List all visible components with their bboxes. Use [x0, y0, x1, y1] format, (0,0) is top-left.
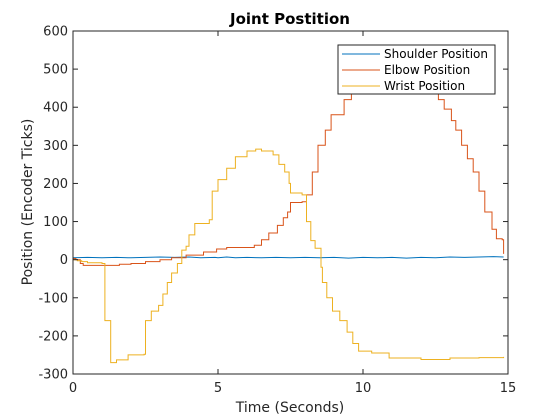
series-line-shoulder-position [72, 256, 504, 259]
y-axis-label: Position (Encoder Ticks) [20, 119, 36, 286]
y-tick-label: 300 [43, 139, 68, 154]
legend-label-elbow-position: Elbow Position [384, 63, 470, 77]
legend-label-shoulder-position: Shoulder Position [384, 47, 488, 61]
series-layer [72, 68, 505, 364]
chart-title: Joint Postition [229, 10, 350, 28]
y-tick-label: 200 [43, 177, 68, 192]
y-tick-label: 600 [43, 25, 68, 40]
y-tick-label: -200 [38, 329, 68, 344]
tick-layer: 0 5 10 15 -300 -200 -100 0 100 200 300 400 500 600 [38, 25, 516, 397]
plot-frame [72, 30, 509, 375]
y-tick-label: 100 [43, 215, 68, 230]
x-tick-label: 0 [69, 381, 77, 396]
series-line-wrist-position [73, 148, 505, 364]
y-tick-label: -300 [38, 368, 68, 383]
y-tick-label: 400 [43, 101, 68, 116]
legend-label-wrist-position: Wrist Position [384, 79, 465, 93]
x-axis-label: Time (Seconds) [235, 400, 344, 416]
y-tick-label: 0 [60, 253, 68, 268]
x-tick-label: 5 [214, 381, 222, 396]
y-tick-label: 500 [43, 63, 68, 78]
y-tick-label: -100 [38, 291, 68, 306]
x-tick-label: 15 [500, 381, 517, 396]
series-line-elbow-position [73, 68, 505, 266]
x-tick-label: 10 [355, 381, 372, 396]
legend: Shoulder Position Elbow Position Wrist Pos… [337, 44, 496, 95]
